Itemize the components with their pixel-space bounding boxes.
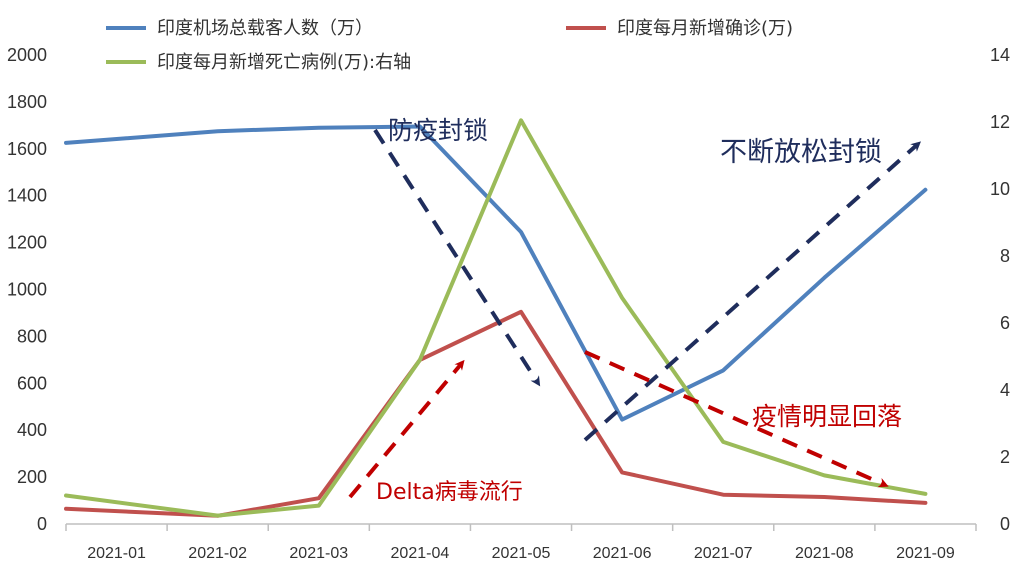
y-left-tick-label: 0	[37, 514, 47, 534]
y-right-tick-label: 12	[990, 112, 1010, 132]
legend-label-passengers: 印度机场总载客人数（万）	[157, 18, 373, 39]
x-tick-label: 2021-06	[593, 545, 652, 562]
legend-item-cases: 印度每月新增确诊(万)	[566, 18, 793, 39]
arrow-relax	[583, 141, 921, 442]
legend-item-deaths: 印度每月新增死亡病例(万):右轴	[106, 52, 411, 73]
arrow-lockdown	[373, 128, 541, 387]
annotation-layer: 防疫封锁 不断放松封锁 Delta病毒流行 疫情明显回落	[348, 116, 921, 505]
y-left-tick-label: 400	[17, 420, 47, 440]
annotation-decline: 疫情明显回落	[752, 402, 902, 431]
x-tick-label: 2021-04	[391, 545, 450, 562]
x-tick-label: 2021-07	[694, 545, 753, 562]
x-tick-label: 2021-09	[896, 545, 955, 562]
y-right-tick-label: 14	[990, 45, 1010, 65]
y-right-tick-label: 2	[1000, 447, 1010, 467]
y-right-tick-label: 10	[990, 179, 1010, 199]
legend-item-passengers: 印度机场总载客人数（万）	[106, 18, 373, 39]
y-left-tick-label: 1000	[7, 280, 47, 300]
series-layer	[64, 118, 928, 518]
annotation-lockdown: 防疫封锁	[388, 116, 488, 145]
series-line-deaths	[64, 118, 928, 518]
series-line-cases	[64, 309, 928, 518]
arrow-delta	[348, 359, 465, 499]
y-left-tick-label: 800	[17, 326, 47, 346]
series-line-passengers	[64, 124, 928, 422]
y-right-tick-label: 4	[1000, 380, 1010, 400]
arrow-decline	[584, 350, 889, 488]
y-left-tick-label: 2000	[7, 45, 47, 65]
x-tick-label: 2021-02	[188, 545, 247, 562]
x-tick-label: 2021-03	[289, 545, 348, 562]
axes: 2021-01 2021-02 2021-03 2021-04 2021-05 2021-…	[7, 45, 1010, 562]
legend: 印度机场总载客人数（万） 印度每月新增确诊(万) 印度每月新增死亡病例(万):右…	[106, 18, 793, 73]
x-tick-label: 2021-08	[795, 545, 854, 562]
legend-label-deaths: 印度每月新增死亡病例(万):右轴	[157, 52, 411, 73]
legend-label-cases: 印度每月新增确诊(万)	[617, 18, 793, 39]
annotation-delta: Delta病毒流行	[376, 480, 523, 505]
y-right-tick-label: 6	[1000, 313, 1010, 333]
x-tick-label: 2021-01	[87, 545, 146, 562]
annotation-relax: 不断放松封锁	[720, 137, 882, 168]
y-left-tick-label: 1800	[7, 92, 47, 112]
x-tick-label: 2021-05	[492, 545, 551, 562]
y-left-tick-label: 200	[17, 467, 47, 487]
y-left-tick-label: 1600	[7, 139, 47, 159]
y-right-tick-label: 0	[1000, 514, 1010, 534]
y-left-tick-label: 600	[17, 373, 47, 393]
y-left-tick-label: 1200	[7, 233, 47, 253]
y-left-tick-label: 1400	[7, 186, 47, 206]
y-right-tick-label: 8	[1000, 246, 1010, 266]
